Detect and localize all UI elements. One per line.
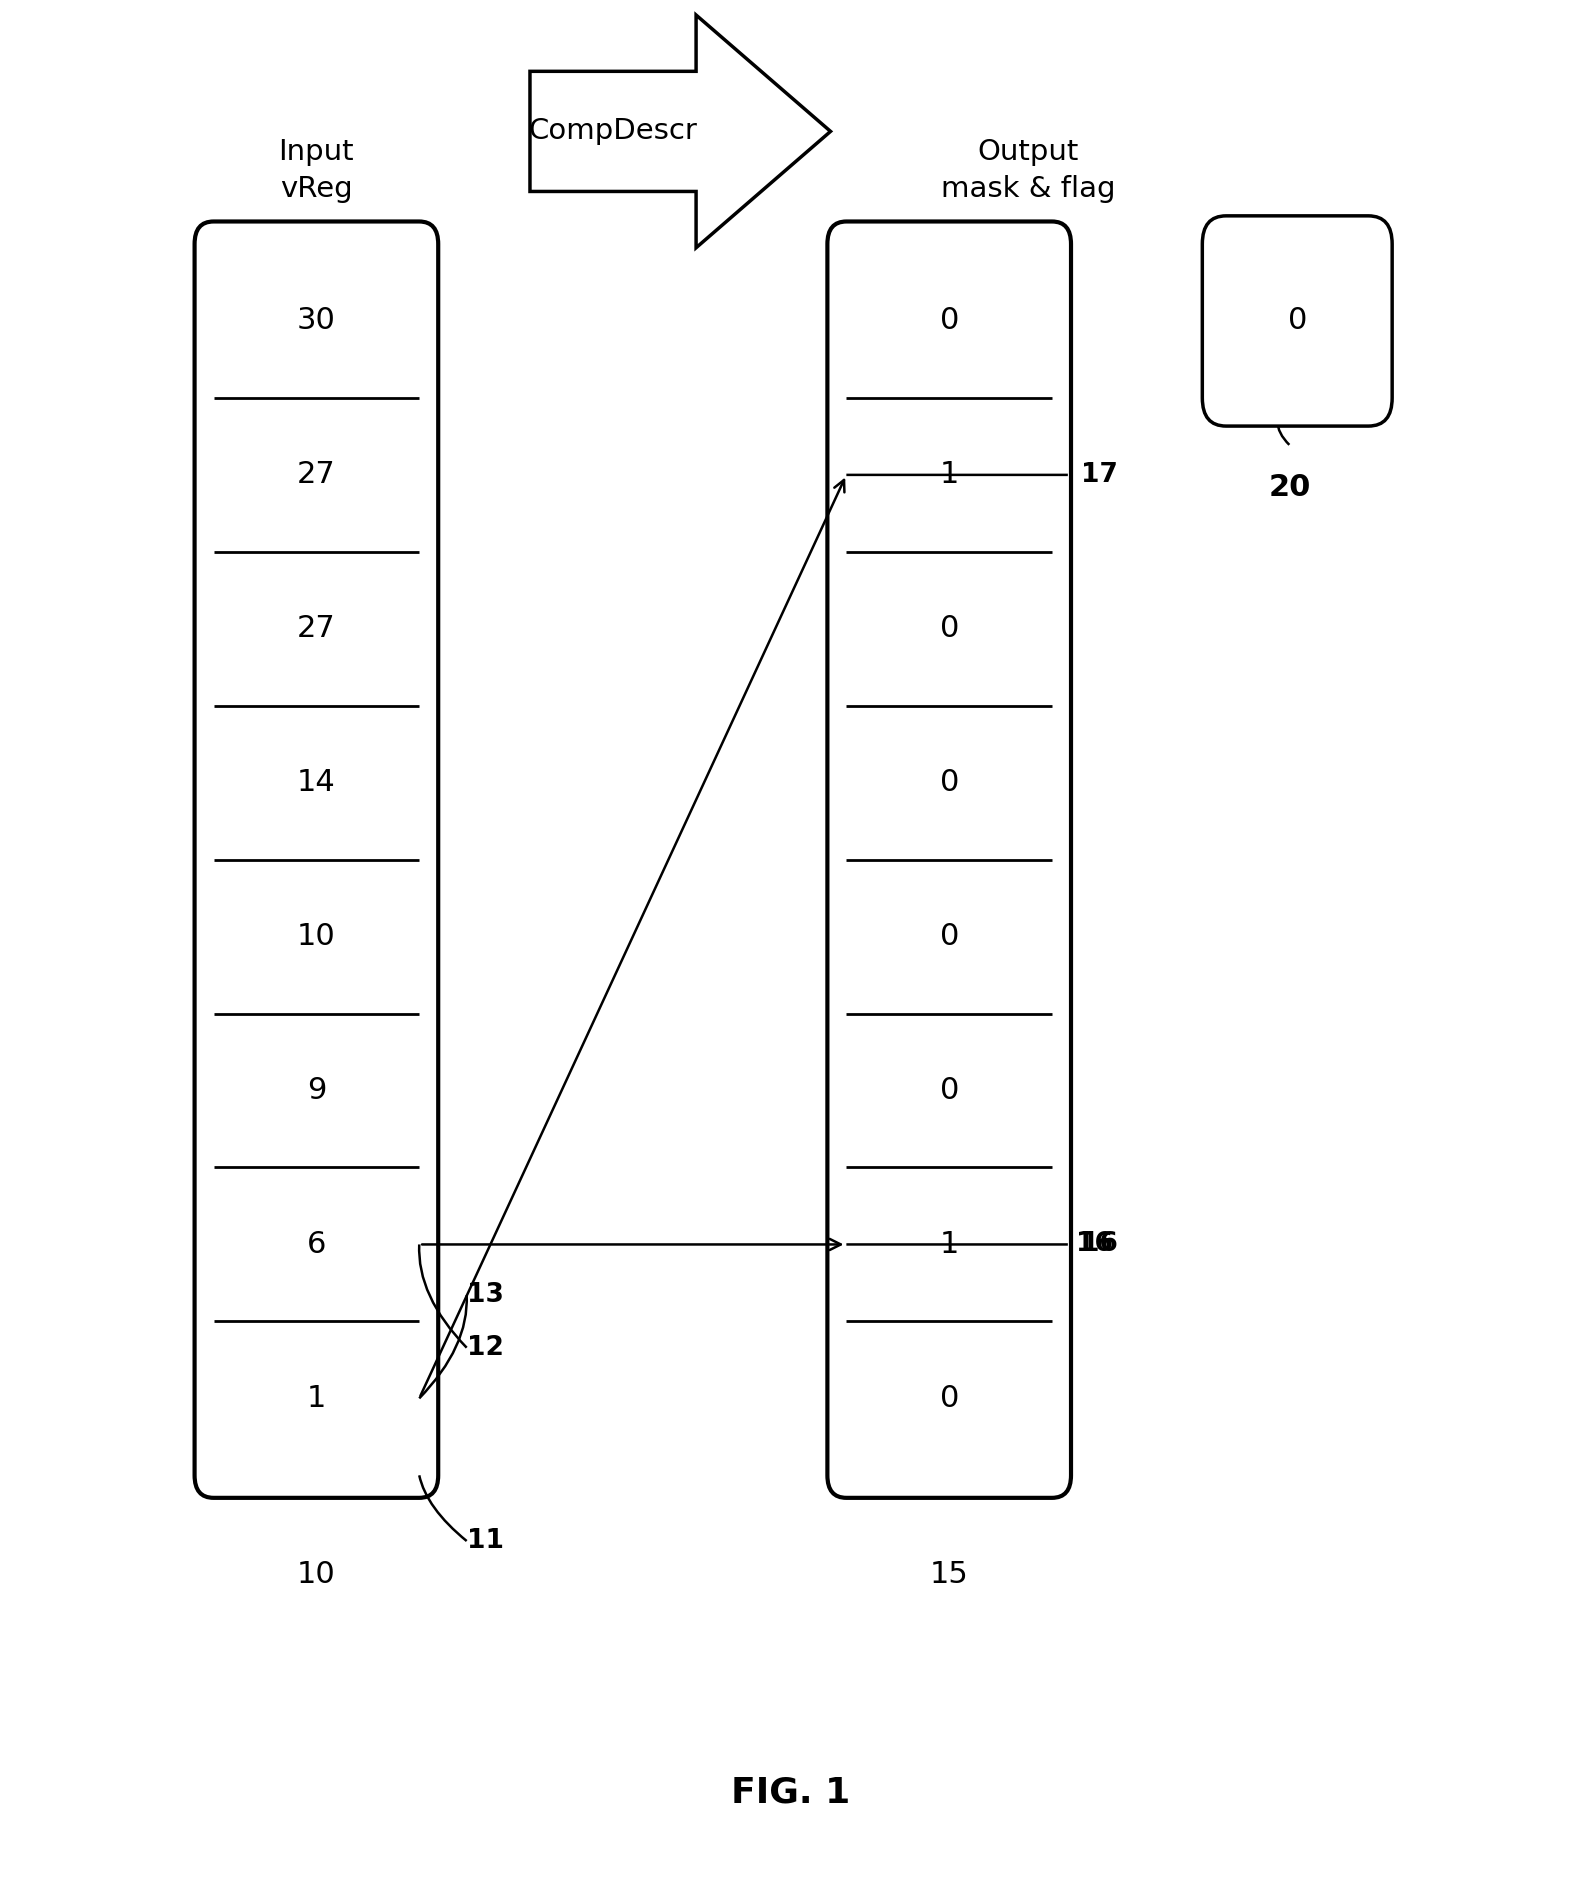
Text: 13: 13 — [467, 1282, 503, 1308]
Text: 1: 1 — [307, 1383, 326, 1413]
Text: 0: 0 — [940, 306, 959, 336]
Text: 20: 20 — [1269, 473, 1310, 501]
Text: 14: 14 — [297, 768, 335, 798]
Text: FIG. 1: FIG. 1 — [731, 1776, 851, 1809]
Text: 6: 6 — [307, 1229, 326, 1259]
Text: 1: 1 — [940, 1229, 959, 1259]
Text: 16: 16 — [1076, 1231, 1112, 1258]
Text: 16: 16 — [1081, 1231, 1117, 1258]
FancyBboxPatch shape — [1202, 216, 1392, 426]
Text: 1: 1 — [940, 460, 959, 490]
Text: 27: 27 — [297, 460, 335, 490]
Text: 30: 30 — [297, 306, 335, 336]
Text: 0: 0 — [940, 1383, 959, 1413]
Text: 17: 17 — [1081, 462, 1117, 488]
Text: 0: 0 — [940, 768, 959, 798]
Text: 10: 10 — [297, 922, 335, 952]
Text: 0: 0 — [940, 1076, 959, 1106]
Text: 0: 0 — [1288, 306, 1307, 336]
Text: 12: 12 — [467, 1335, 503, 1361]
Text: 15: 15 — [930, 1560, 968, 1588]
Text: CompDescr: CompDescr — [528, 118, 698, 145]
Text: Output
mask & flag: Output mask & flag — [941, 137, 1115, 203]
Polygon shape — [530, 15, 831, 248]
Text: 11: 11 — [467, 1528, 503, 1554]
Text: 10: 10 — [297, 1560, 335, 1588]
Text: 27: 27 — [297, 614, 335, 644]
Text: 0: 0 — [940, 922, 959, 952]
Text: 9: 9 — [307, 1076, 326, 1106]
Text: 0: 0 — [940, 614, 959, 644]
Text: Input
vReg: Input vReg — [278, 137, 354, 203]
